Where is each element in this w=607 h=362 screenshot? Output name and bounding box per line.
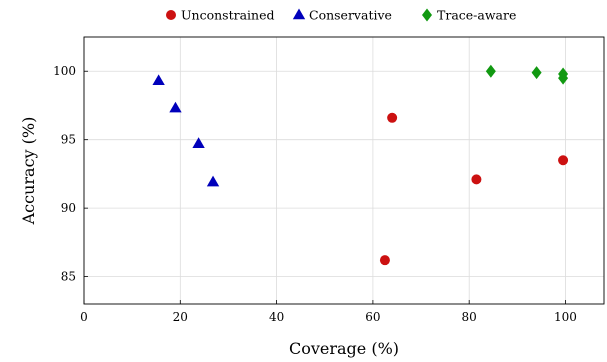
x-axis-label: Coverage (%) [289,339,399,358]
x-tick-label: 0 [80,310,88,324]
trace-aware-point [558,71,569,85]
y-tick-label: 85 [61,270,76,284]
legend-marker-conservative [292,8,306,20]
tick-labels: 0 20 40 60 80 100 85 90 95 100 [53,64,577,324]
y-tick-label: 90 [61,201,76,215]
unconstrained-point [558,155,569,166]
unconstrained-point [387,112,398,123]
x-tick-label: 100 [554,310,577,324]
y-axis-label: Accuracy (%) [19,117,38,226]
data-points [152,64,569,266]
conservative-point [192,137,205,149]
unconstrained-point [379,255,390,266]
x-tick-label: 60 [365,310,380,324]
legend-marker-unconstrained [166,10,176,20]
unconstrained-point [471,174,482,185]
y-tick-label: 100 [53,64,76,78]
trace-aware-point [531,66,542,80]
x-tick-label: 20 [173,310,188,324]
legend-label: Conservative [309,8,392,23]
legend-marker-trace-aware [422,8,432,22]
conservative-point [206,175,220,187]
x-tick-label: 40 [269,310,284,324]
trace-aware-point [485,64,496,78]
axes [83,36,605,305]
legend-label: Unconstrained [181,8,274,23]
y-tick-label: 95 [61,133,76,147]
grid [83,37,604,304]
x-tick-label: 80 [462,310,477,324]
conservative-point [169,101,182,113]
legend: Unconstrained Conservative Trace-aware [166,8,516,23]
conservative-point [152,74,165,86]
plot-frame [83,36,605,305]
legend-label: Trace-aware [437,8,516,23]
